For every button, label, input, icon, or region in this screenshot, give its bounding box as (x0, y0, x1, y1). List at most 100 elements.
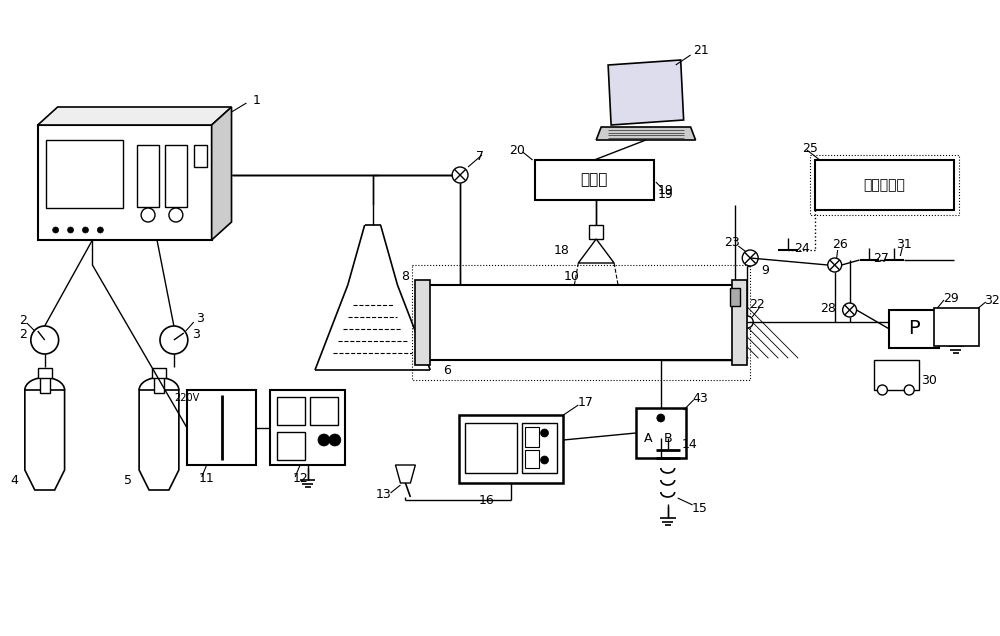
Bar (522, 423, 557, 473)
Polygon shape (25, 390, 65, 490)
Text: 32: 32 (984, 293, 1000, 307)
Text: 28: 28 (820, 301, 836, 314)
Text: P: P (908, 319, 920, 338)
Polygon shape (38, 107, 232, 125)
Circle shape (657, 414, 665, 422)
Circle shape (169, 208, 183, 222)
Text: 9: 9 (761, 263, 769, 277)
Circle shape (97, 227, 103, 233)
Text: 15: 15 (692, 502, 707, 515)
Circle shape (53, 227, 59, 233)
Bar (525, 450, 539, 468)
Text: 25: 25 (802, 141, 818, 155)
Circle shape (141, 208, 155, 222)
Circle shape (31, 326, 59, 354)
Bar (589, 225, 603, 239)
Text: 19: 19 (658, 188, 674, 202)
Text: 18: 18 (553, 244, 569, 256)
Polygon shape (139, 390, 179, 490)
Polygon shape (212, 107, 232, 240)
Text: 气相色谱仪: 气相色谱仪 (863, 178, 905, 192)
Bar (194, 145, 207, 167)
Text: 220V: 220V (174, 393, 199, 403)
Text: 2: 2 (19, 329, 27, 342)
Bar (815, 160, 954, 210)
Bar (277, 397, 305, 425)
Text: 24: 24 (794, 242, 810, 254)
Text: 31: 31 (896, 238, 912, 251)
Text: 3: 3 (192, 329, 200, 342)
Text: 14: 14 (682, 438, 697, 452)
Bar (137, 145, 159, 207)
Circle shape (318, 434, 330, 446)
Polygon shape (608, 60, 684, 125)
Circle shape (843, 303, 857, 317)
Polygon shape (395, 465, 415, 483)
Text: 5: 5 (124, 473, 132, 487)
Text: 19: 19 (658, 184, 674, 197)
Bar (165, 145, 187, 207)
Text: 20: 20 (509, 144, 525, 156)
Bar (270, 390, 345, 465)
Text: 6: 6 (443, 364, 451, 377)
Polygon shape (596, 127, 696, 140)
Text: A: A (644, 431, 652, 445)
Text: 26: 26 (832, 238, 848, 251)
Bar (525, 427, 539, 447)
Text: 27: 27 (873, 251, 889, 265)
Bar (427, 285, 735, 360)
Text: 30: 30 (921, 373, 937, 387)
Text: 21: 21 (693, 43, 708, 57)
Text: 10: 10 (563, 270, 579, 284)
Bar (459, 415, 563, 483)
Text: 43: 43 (693, 392, 708, 404)
Bar (465, 423, 517, 473)
Bar (310, 397, 338, 425)
Text: 3: 3 (196, 312, 204, 324)
Circle shape (877, 385, 887, 395)
Bar (38, 125, 212, 240)
Circle shape (541, 429, 549, 437)
Bar (810, 155, 959, 215)
Text: 2: 2 (19, 314, 27, 326)
Text: 13: 13 (376, 488, 391, 502)
Text: 29: 29 (943, 291, 959, 305)
Circle shape (452, 167, 468, 183)
Bar (730, 288, 740, 306)
Polygon shape (578, 239, 614, 263)
Circle shape (329, 434, 341, 446)
Circle shape (828, 258, 842, 272)
Text: 4: 4 (10, 473, 18, 487)
Bar (732, 280, 747, 365)
Text: 12: 12 (292, 473, 308, 485)
Text: 11: 11 (199, 473, 215, 485)
Bar (154, 375, 164, 393)
Bar (187, 390, 256, 465)
Text: 8: 8 (401, 270, 409, 284)
Bar (152, 368, 166, 378)
Circle shape (160, 326, 188, 354)
Bar (277, 432, 305, 460)
Bar (40, 375, 50, 393)
Bar (412, 265, 750, 380)
Circle shape (82, 227, 88, 233)
Text: 光谱仪: 光谱仪 (581, 172, 608, 188)
Bar (889, 310, 939, 348)
Text: 23: 23 (724, 237, 740, 249)
Circle shape (541, 456, 549, 464)
Text: 17: 17 (577, 396, 593, 410)
Bar (38, 368, 52, 378)
Bar (636, 408, 686, 458)
Circle shape (904, 385, 914, 395)
Circle shape (741, 316, 753, 328)
Text: 22: 22 (749, 298, 765, 310)
Bar (415, 280, 430, 365)
Bar (46, 140, 123, 208)
Text: B: B (663, 431, 672, 445)
Bar (535, 160, 654, 200)
Bar (934, 308, 979, 346)
Circle shape (68, 227, 74, 233)
Circle shape (742, 250, 758, 266)
Text: 7: 7 (476, 151, 484, 163)
Text: 1: 1 (252, 93, 260, 106)
